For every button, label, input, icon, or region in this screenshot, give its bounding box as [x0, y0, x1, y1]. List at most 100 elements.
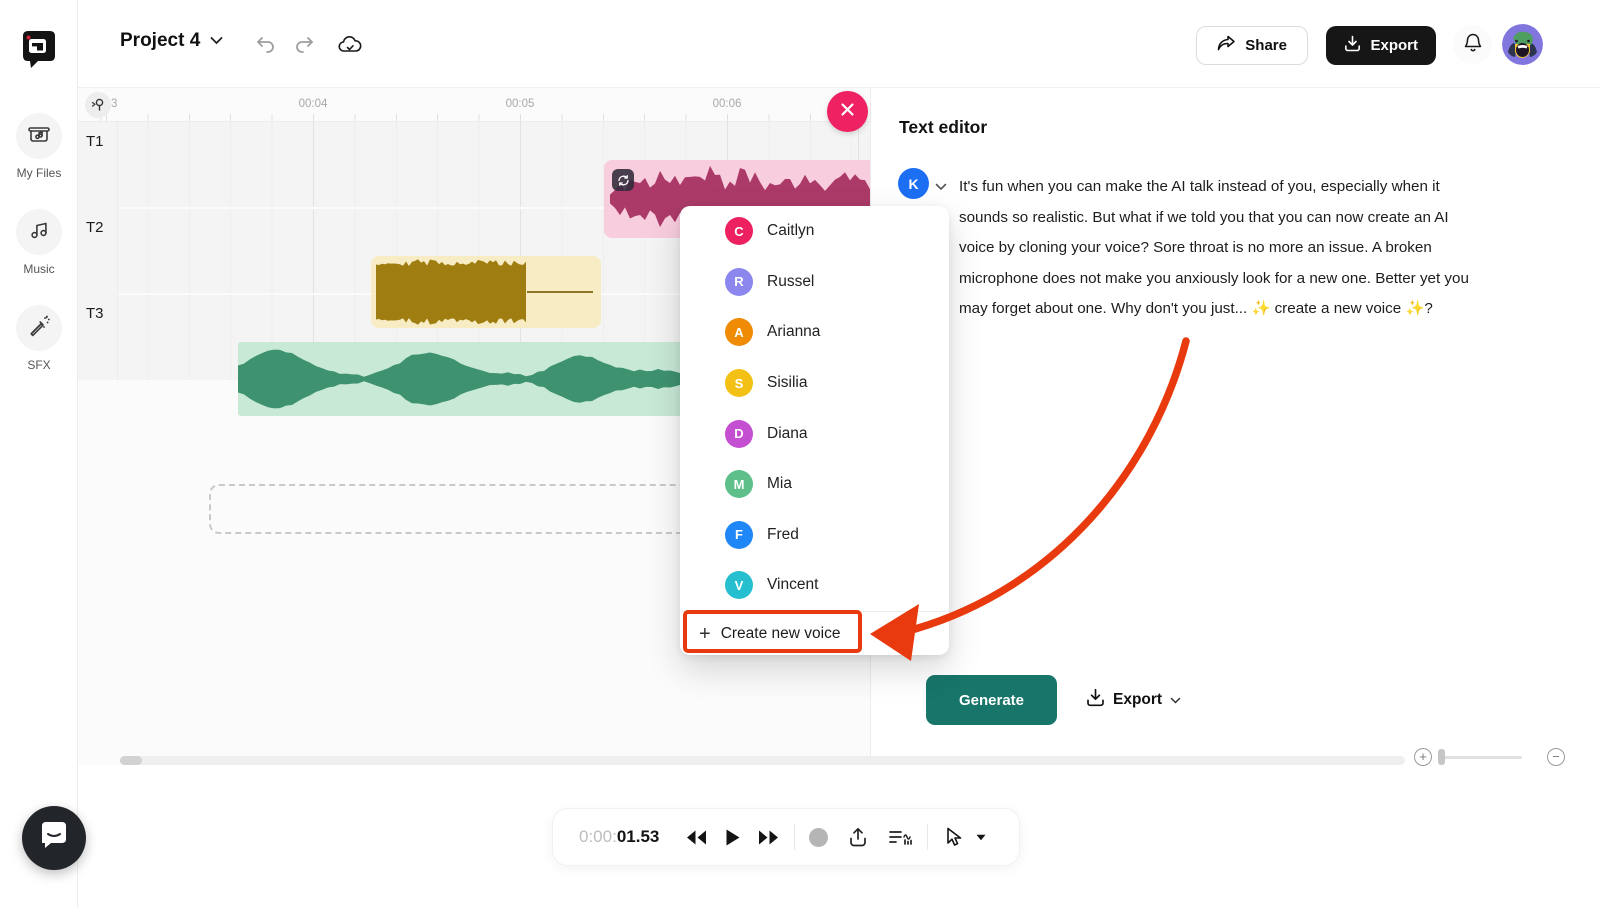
chat-help-button[interactable]	[22, 806, 86, 870]
close-button[interactable]	[827, 91, 868, 132]
sidebar-item-label: SFX	[27, 358, 51, 372]
share-button[interactable]: Share	[1196, 26, 1308, 65]
voice-avatar: F	[725, 520, 753, 549]
transport-bar: 0:00:01.53	[552, 808, 1020, 866]
my-files-icon	[27, 122, 51, 151]
voice-menu-list: C Caitlyn R Russel A Arianna S Sisilia D…	[680, 206, 949, 611]
voice-menu-item[interactable]: C Caitlyn	[680, 206, 949, 257]
close-icon	[840, 102, 855, 122]
sidebar-item-label: My Files	[16, 166, 62, 180]
clip-sync-badge-icon	[612, 169, 634, 191]
notifications-button[interactable]	[1453, 25, 1492, 64]
generate-button[interactable]: Generate	[926, 675, 1057, 725]
zoom-in-button[interactable]: +	[1414, 748, 1432, 766]
zoom-slider-handle[interactable]	[1438, 749, 1445, 765]
tool-dropdown-caret[interactable]	[976, 834, 986, 841]
ruler-time-label: 00:04	[298, 98, 328, 110]
row-separator	[118, 207, 870, 209]
panel-export-button[interactable]: Export	[1086, 688, 1181, 712]
ruler-time-label: 00:06	[712, 98, 742, 110]
panel-title: Text editor	[899, 117, 988, 137]
project-title-dropdown[interactable]: Project 4	[120, 30, 223, 52]
divider	[927, 824, 929, 850]
cursor-tool-button[interactable]	[942, 826, 963, 848]
cloud-sync-icon[interactable]	[336, 33, 364, 57]
podcastle-logo[interactable]	[18, 28, 60, 70]
sidebar-item-label: Music	[23, 262, 55, 276]
sidebar: My Files Music	[0, 0, 78, 908]
voice-name: Caitlyn	[767, 222, 815, 240]
timeline-scrollbar[interactable]	[120, 756, 1405, 765]
record-icon	[809, 827, 829, 847]
panel-export-label: Export	[1113, 691, 1163, 708]
voice-dropdown-menu: C Caitlyn R Russel A Arianna S Sisilia D…	[680, 206, 949, 655]
plus-icon: +	[699, 622, 711, 645]
voice-name: Sisilia	[767, 374, 808, 392]
time-value: 01.53	[616, 827, 660, 846]
voice-menu-item[interactable]: F Fred	[680, 510, 949, 561]
audio-clip-t2[interactable]	[371, 256, 601, 328]
playhead-time: 0:00:01.53	[579, 827, 659, 847]
track-list-button[interactable]	[888, 827, 913, 847]
script-paragraph[interactable]: It's fun when you can make the AI talk i…	[959, 178, 1469, 318]
export-label: Export	[1370, 37, 1418, 54]
redo-icon[interactable]	[292, 33, 316, 57]
chevron-down-icon	[1170, 691, 1181, 709]
zoom-out-button[interactable]: −	[1547, 748, 1565, 766]
rewind-button[interactable]	[685, 829, 708, 846]
track-label: T2	[86, 219, 104, 236]
music-icon	[27, 218, 51, 247]
time-prefix: 0:00:	[579, 827, 617, 846]
speaker-avatar[interactable]: K	[898, 168, 929, 199]
upload-button[interactable]	[847, 826, 869, 848]
voice-name: Fred	[767, 525, 799, 543]
create-new-voice-item[interactable]: + Create new voice	[680, 612, 949, 655]
undo-icon[interactable]	[254, 33, 278, 57]
export-button[interactable]: Export	[1326, 26, 1436, 65]
voice-name: Vincent	[767, 576, 819, 594]
zoom-controls: + −	[1414, 744, 1565, 770]
voice-menu-item[interactable]: M Mia	[680, 459, 949, 510]
drop-zone[interactable]	[209, 484, 757, 534]
user-avatar[interactable]	[1502, 24, 1543, 65]
track-label: T1	[86, 133, 104, 150]
voice-avatar: C	[725, 217, 753, 246]
voice-menu-item[interactable]: A Arianna	[680, 307, 949, 358]
voice-avatar: D	[725, 419, 753, 448]
share-icon	[1217, 35, 1236, 56]
upload-icon	[850, 827, 867, 847]
speaker-chevron-down-icon[interactable]	[935, 178, 947, 196]
sfx-wand-icon	[27, 314, 51, 343]
voice-menu-item[interactable]: V Vincent	[680, 560, 949, 611]
chevron-down-icon	[210, 32, 223, 50]
topbar: Project 4	[78, 0, 1600, 88]
sidebar-item-music[interactable]: Music	[0, 209, 78, 276]
voice-name: Diana	[767, 424, 808, 442]
voice-avatar: R	[725, 267, 753, 296]
voice-name: Arianna	[767, 323, 821, 341]
zoom-slider[interactable]	[1440, 756, 1522, 759]
marker-pin-icon[interactable]	[85, 92, 111, 118]
timeline-ruler[interactable]: 03 00:04 00:05 00:06	[78, 88, 870, 122]
voice-menu-item[interactable]: D Diana	[680, 408, 949, 459]
bell-icon	[1463, 32, 1483, 58]
voice-name: Mia	[767, 475, 792, 493]
track-label: T3	[86, 305, 104, 322]
scrollbar-thumb[interactable]	[120, 756, 142, 765]
play-button[interactable]	[724, 828, 741, 847]
sidebar-item-sfx[interactable]: SFX	[0, 305, 78, 372]
download-icon	[1086, 688, 1105, 712]
voice-avatar: V	[725, 571, 753, 600]
record-button[interactable]	[809, 827, 829, 847]
voice-avatar: A	[725, 318, 753, 347]
sidebar-item-my-files[interactable]: My Files	[0, 113, 78, 180]
share-label: Share	[1245, 37, 1287, 54]
voice-menu-item[interactable]: S Sisilia	[680, 358, 949, 409]
fast-forward-button[interactable]	[757, 829, 780, 846]
voice-name: Russel	[767, 272, 815, 290]
text-editor-panel: Text editor K It's fun when you can make…	[870, 88, 1600, 765]
voice-menu-item[interactable]: R Russel	[680, 257, 949, 308]
voice-avatar: S	[725, 369, 753, 398]
create-new-voice-label: Create new voice	[720, 624, 841, 642]
